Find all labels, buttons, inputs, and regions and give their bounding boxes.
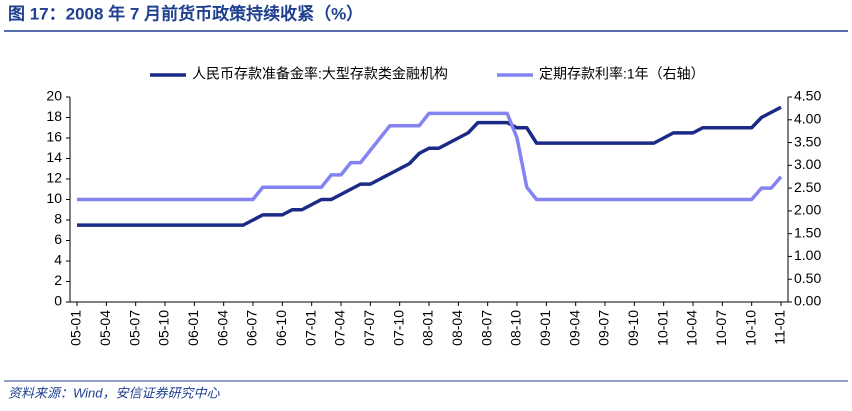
x-tick-label: 10-07: [713, 310, 729, 346]
x-tick-label: 05-10: [156, 310, 172, 346]
x-tick-label: 06-10: [273, 310, 289, 346]
y2-tick-label: 2.50: [794, 179, 821, 195]
y2-tick-label: 4.50: [794, 88, 821, 104]
x-tick-label: 05-01: [68, 310, 84, 346]
x-tick-label: 10-01: [654, 310, 670, 346]
y-tick-label: 12: [46, 170, 62, 186]
y-tick-label: 4: [54, 252, 62, 268]
y-tick-label: 16: [46, 129, 62, 145]
x-tick-label: 09-01: [537, 310, 553, 346]
legend-label: 人民币存款准备金率:大型存款类金融机构: [192, 66, 448, 82]
x-tick-label: 07-04: [332, 310, 348, 346]
legend-label: 定期存款利率:1年（右轴）: [539, 66, 705, 82]
y2-tick-label: 1.00: [794, 247, 821, 263]
x-tick-label: 09-10: [625, 310, 641, 346]
x-tick-label: 08-07: [478, 310, 494, 346]
x-tick-label: 10-04: [684, 310, 700, 346]
x-tick-label: 08-04: [449, 310, 465, 346]
x-tick-label: 05-04: [97, 310, 113, 346]
x-tick-label: 06-01: [185, 310, 201, 346]
x-tick-label: 09-07: [596, 310, 612, 346]
x-tick-label: 06-04: [214, 310, 230, 346]
y2-tick-label: 3.50: [794, 133, 821, 149]
x-tick-label: 07-07: [361, 310, 377, 346]
y-tick-label: 0: [54, 293, 62, 309]
y-tick-label: 8: [54, 211, 62, 227]
y2-tick-label: 0.50: [794, 270, 821, 286]
x-tick-label: 08-01: [420, 310, 436, 346]
y-tick-label: 20: [46, 88, 62, 104]
series-line: [77, 105, 782, 227]
y-tick-label: 18: [46, 108, 62, 124]
x-tick-label: 05-07: [126, 310, 142, 346]
y-tick-label: 10: [46, 190, 62, 206]
y-tick-label: 2: [54, 272, 62, 288]
y2-tick-label: 4.00: [794, 110, 821, 126]
y-tick-label: 14: [46, 149, 62, 165]
x-tick-label: 10-10: [742, 310, 758, 346]
x-tick-label: 07-01: [302, 310, 318, 346]
x-tick-label: 06-07: [244, 310, 260, 346]
y2-tick-label: 3.00: [794, 156, 821, 172]
source: 资料来源：Wind，安信证券研究中心: [8, 385, 221, 400]
y-tick-label: 6: [54, 231, 62, 247]
y2-tick-label: 2.00: [794, 202, 821, 218]
y2-tick-label: 1.50: [794, 224, 821, 240]
x-tick-label: 07-10: [390, 310, 406, 346]
x-tick-label: 09-04: [566, 310, 582, 346]
series-line: [77, 111, 783, 202]
x-tick-label: 08-10: [508, 310, 524, 346]
chart-title: 图 17：2008 年 7 月前货币政策持续收紧（%）: [8, 3, 363, 23]
x-tick-label: 11-01: [772, 310, 788, 345]
y2-tick-label: 0.00: [794, 293, 821, 309]
